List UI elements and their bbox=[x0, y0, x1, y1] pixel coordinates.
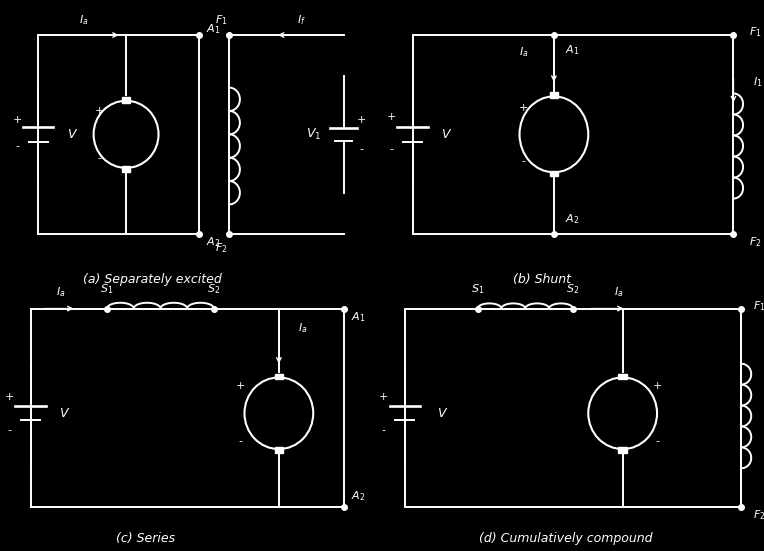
Text: $A_2$: $A_2$ bbox=[565, 212, 580, 226]
FancyBboxPatch shape bbox=[550, 171, 558, 176]
FancyBboxPatch shape bbox=[122, 166, 130, 172]
FancyBboxPatch shape bbox=[550, 92, 558, 98]
Text: -: - bbox=[8, 425, 11, 435]
Text: -: - bbox=[382, 425, 386, 435]
Text: $S_1$: $S_1$ bbox=[471, 282, 484, 296]
Text: $I_a$: $I_a$ bbox=[79, 14, 89, 28]
Text: $A_2$: $A_2$ bbox=[351, 489, 366, 503]
FancyBboxPatch shape bbox=[619, 447, 626, 453]
Text: -: - bbox=[15, 141, 19, 151]
Text: $S_1$: $S_1$ bbox=[100, 282, 114, 296]
Text: -: - bbox=[359, 144, 363, 154]
Text: $F_1$: $F_1$ bbox=[749, 25, 762, 39]
Text: +: + bbox=[356, 115, 366, 125]
Text: $V$: $V$ bbox=[67, 128, 78, 141]
Text: -: - bbox=[521, 155, 526, 166]
Text: $I_a$: $I_a$ bbox=[519, 46, 528, 60]
Text: -: - bbox=[238, 436, 243, 446]
Text: +: + bbox=[12, 115, 22, 125]
Text: (a) Separately excited: (a) Separately excited bbox=[83, 273, 222, 286]
FancyBboxPatch shape bbox=[122, 96, 130, 102]
Text: -: - bbox=[655, 436, 659, 446]
Text: $A_1$: $A_1$ bbox=[206, 22, 221, 36]
Text: $F_1$: $F_1$ bbox=[753, 299, 764, 313]
Text: -: - bbox=[390, 144, 393, 154]
Text: $S_2$: $S_2$ bbox=[207, 282, 221, 296]
Text: $I_a$: $I_a$ bbox=[614, 285, 623, 299]
Text: $F_1$: $F_1$ bbox=[215, 14, 228, 28]
Text: $F_2$: $F_2$ bbox=[749, 235, 761, 249]
Text: $V_1$: $V_1$ bbox=[306, 127, 321, 142]
Text: $A_2$: $A_2$ bbox=[206, 235, 221, 249]
Text: $F_2$: $F_2$ bbox=[215, 241, 228, 255]
Text: $I_a$: $I_a$ bbox=[298, 321, 307, 335]
Text: +: + bbox=[519, 103, 528, 113]
Text: +: + bbox=[5, 392, 15, 402]
FancyBboxPatch shape bbox=[275, 374, 283, 379]
Text: +: + bbox=[652, 381, 662, 391]
Text: $A_1$: $A_1$ bbox=[351, 310, 366, 324]
FancyBboxPatch shape bbox=[275, 447, 283, 453]
Text: $V$: $V$ bbox=[60, 407, 70, 420]
Text: +: + bbox=[95, 106, 104, 116]
Text: (d) Cumulatively compound: (d) Cumulatively compound bbox=[478, 532, 652, 545]
Text: $S_2$: $S_2$ bbox=[566, 282, 580, 296]
Text: +: + bbox=[387, 112, 397, 122]
FancyBboxPatch shape bbox=[619, 374, 626, 379]
Text: (b) Shunt: (b) Shunt bbox=[513, 273, 571, 286]
Text: $V$: $V$ bbox=[438, 407, 448, 420]
Text: $A_1$: $A_1$ bbox=[565, 43, 580, 57]
Text: $F_2$: $F_2$ bbox=[753, 508, 764, 522]
Text: (c) Series: (c) Series bbox=[115, 532, 175, 545]
Text: $I_1$: $I_1$ bbox=[753, 75, 762, 89]
Text: $I_f$: $I_f$ bbox=[297, 14, 306, 28]
Text: $I_a$: $I_a$ bbox=[57, 285, 66, 299]
Text: -: - bbox=[97, 153, 102, 163]
Text: $V$: $V$ bbox=[442, 128, 452, 141]
Text: +: + bbox=[236, 381, 245, 391]
Text: +: + bbox=[379, 392, 389, 402]
